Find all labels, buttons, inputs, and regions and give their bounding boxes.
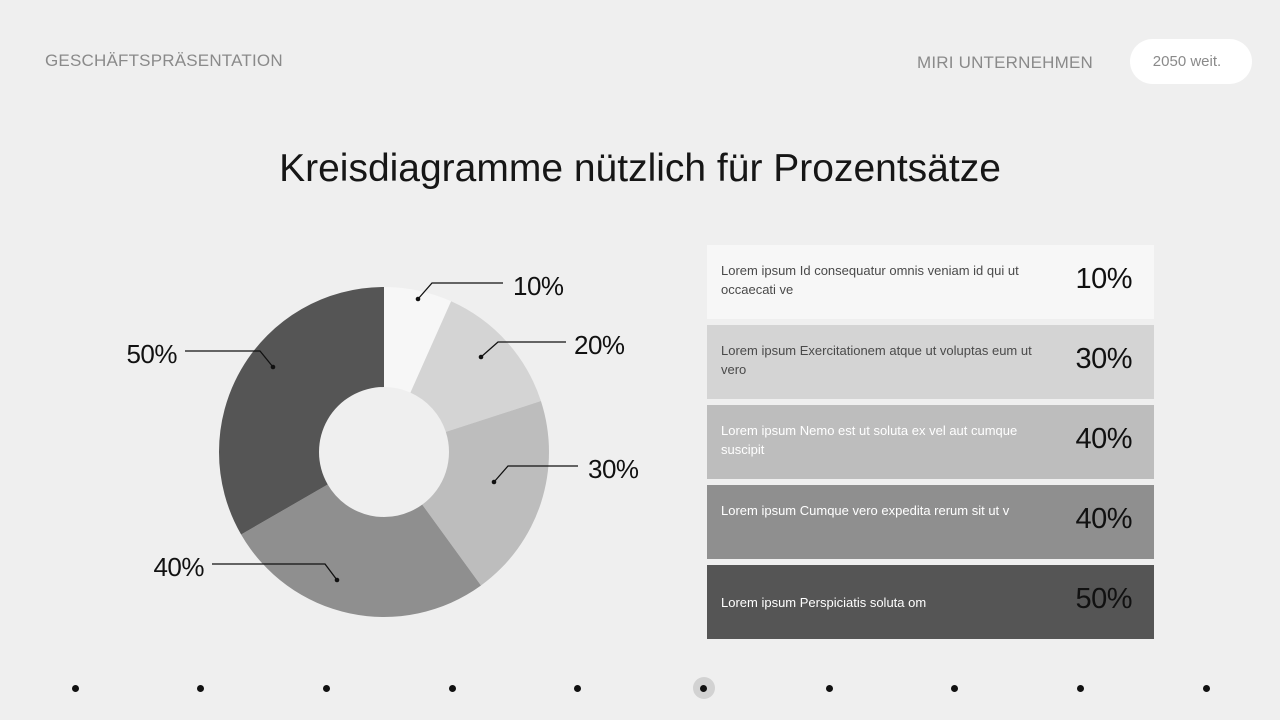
legend-value: 30%: [1075, 343, 1132, 375]
donut-chart: 10% 20% 30% 40% 50%: [126, 271, 639, 617]
legend-text: Lorem ipsum Nemo est ut soluta ex vel au…: [721, 423, 1018, 457]
legend-row-2: Lorem ipsum Exercitationem atque ut volu…: [707, 325, 1154, 399]
slice-label-4: 40%: [153, 552, 204, 582]
legend-value: 40%: [1075, 503, 1132, 535]
donut-slice-4: [241, 484, 481, 617]
leader-line-4: [212, 563, 338, 581]
slide-pagination: [0, 676, 1280, 700]
legend-text: Lorem ipsum Id consequatur omnis veniam …: [721, 263, 1019, 297]
legend-row-3: Lorem ipsum Nemo est ut soluta ex vel au…: [707, 405, 1154, 479]
presentation-label: GESCHÄFTSPRÄSENTATION: [45, 51, 283, 70]
leader-line-1: [417, 282, 503, 300]
donut-slice-2: [410, 301, 541, 432]
legend-list: Lorem ipsum Id consequatur omnis veniam …: [707, 245, 1154, 645]
pagination-dot[interactable]: [197, 685, 205, 692]
legend-row-4: Lorem ipsum Cumque vero expedita rerum s…: [707, 485, 1154, 559]
pagination-dot[interactable]: [574, 685, 582, 692]
pagination-dot-active[interactable]: [692, 677, 715, 699]
leader-line-2: [480, 341, 566, 358]
pagination-dot[interactable]: [951, 685, 959, 692]
pagination-dot-active-center: [700, 684, 707, 692]
donut-slice-3: [422, 401, 549, 586]
leader-dot-2: [478, 354, 484, 360]
leader-dot-1: [415, 296, 421, 302]
legend-text: Lorem ipsum Cumque vero expedita rerum s…: [721, 503, 1010, 518]
pagination-dot[interactable]: [1077, 685, 1085, 692]
pagination-dot[interactable]: [71, 685, 79, 692]
legend-row-1: Lorem ipsum Id consequatur omnis veniam …: [707, 245, 1154, 319]
slice-label-2: 20%: [574, 330, 625, 360]
year-pill: 2050 weit.: [1130, 39, 1252, 84]
legend-text: Lorem ipsum Exercitationem atque ut volu…: [721, 343, 1032, 377]
pagination-dot[interactable]: [825, 685, 833, 692]
leader-line-3: [493, 465, 578, 483]
pagination-dot[interactable]: [1202, 685, 1210, 692]
legend-value: 50%: [1075, 583, 1132, 615]
leader-line-5: [185, 350, 274, 368]
legend-row-5: Lorem ipsum Perspiciatis soluta om 50%: [707, 565, 1154, 639]
leader-dot-4: [334, 577, 340, 583]
company-label: MIRI UNTERNEHMEN: [917, 53, 1094, 72]
slice-label-3: 30%: [588, 454, 639, 484]
pagination-dot[interactable]: [448, 685, 456, 692]
donut-slice-1: [384, 287, 452, 393]
legend-value: 40%: [1075, 423, 1132, 455]
leader-dot-5: [270, 364, 276, 370]
legend-text: Lorem ipsum Perspiciatis soluta om: [721, 595, 927, 610]
slice-label-1: 10%: [513, 271, 564, 301]
legend-value: 10%: [1075, 263, 1132, 295]
donut-slice-5: [218, 287, 384, 535]
leader-dot-3: [491, 479, 497, 485]
slide-title: Kreisdiagramme nützlich für Prozentsätze: [279, 147, 1001, 190]
pagination-dot[interactable]: [322, 685, 330, 692]
slice-label-5: 50%: [126, 339, 177, 369]
